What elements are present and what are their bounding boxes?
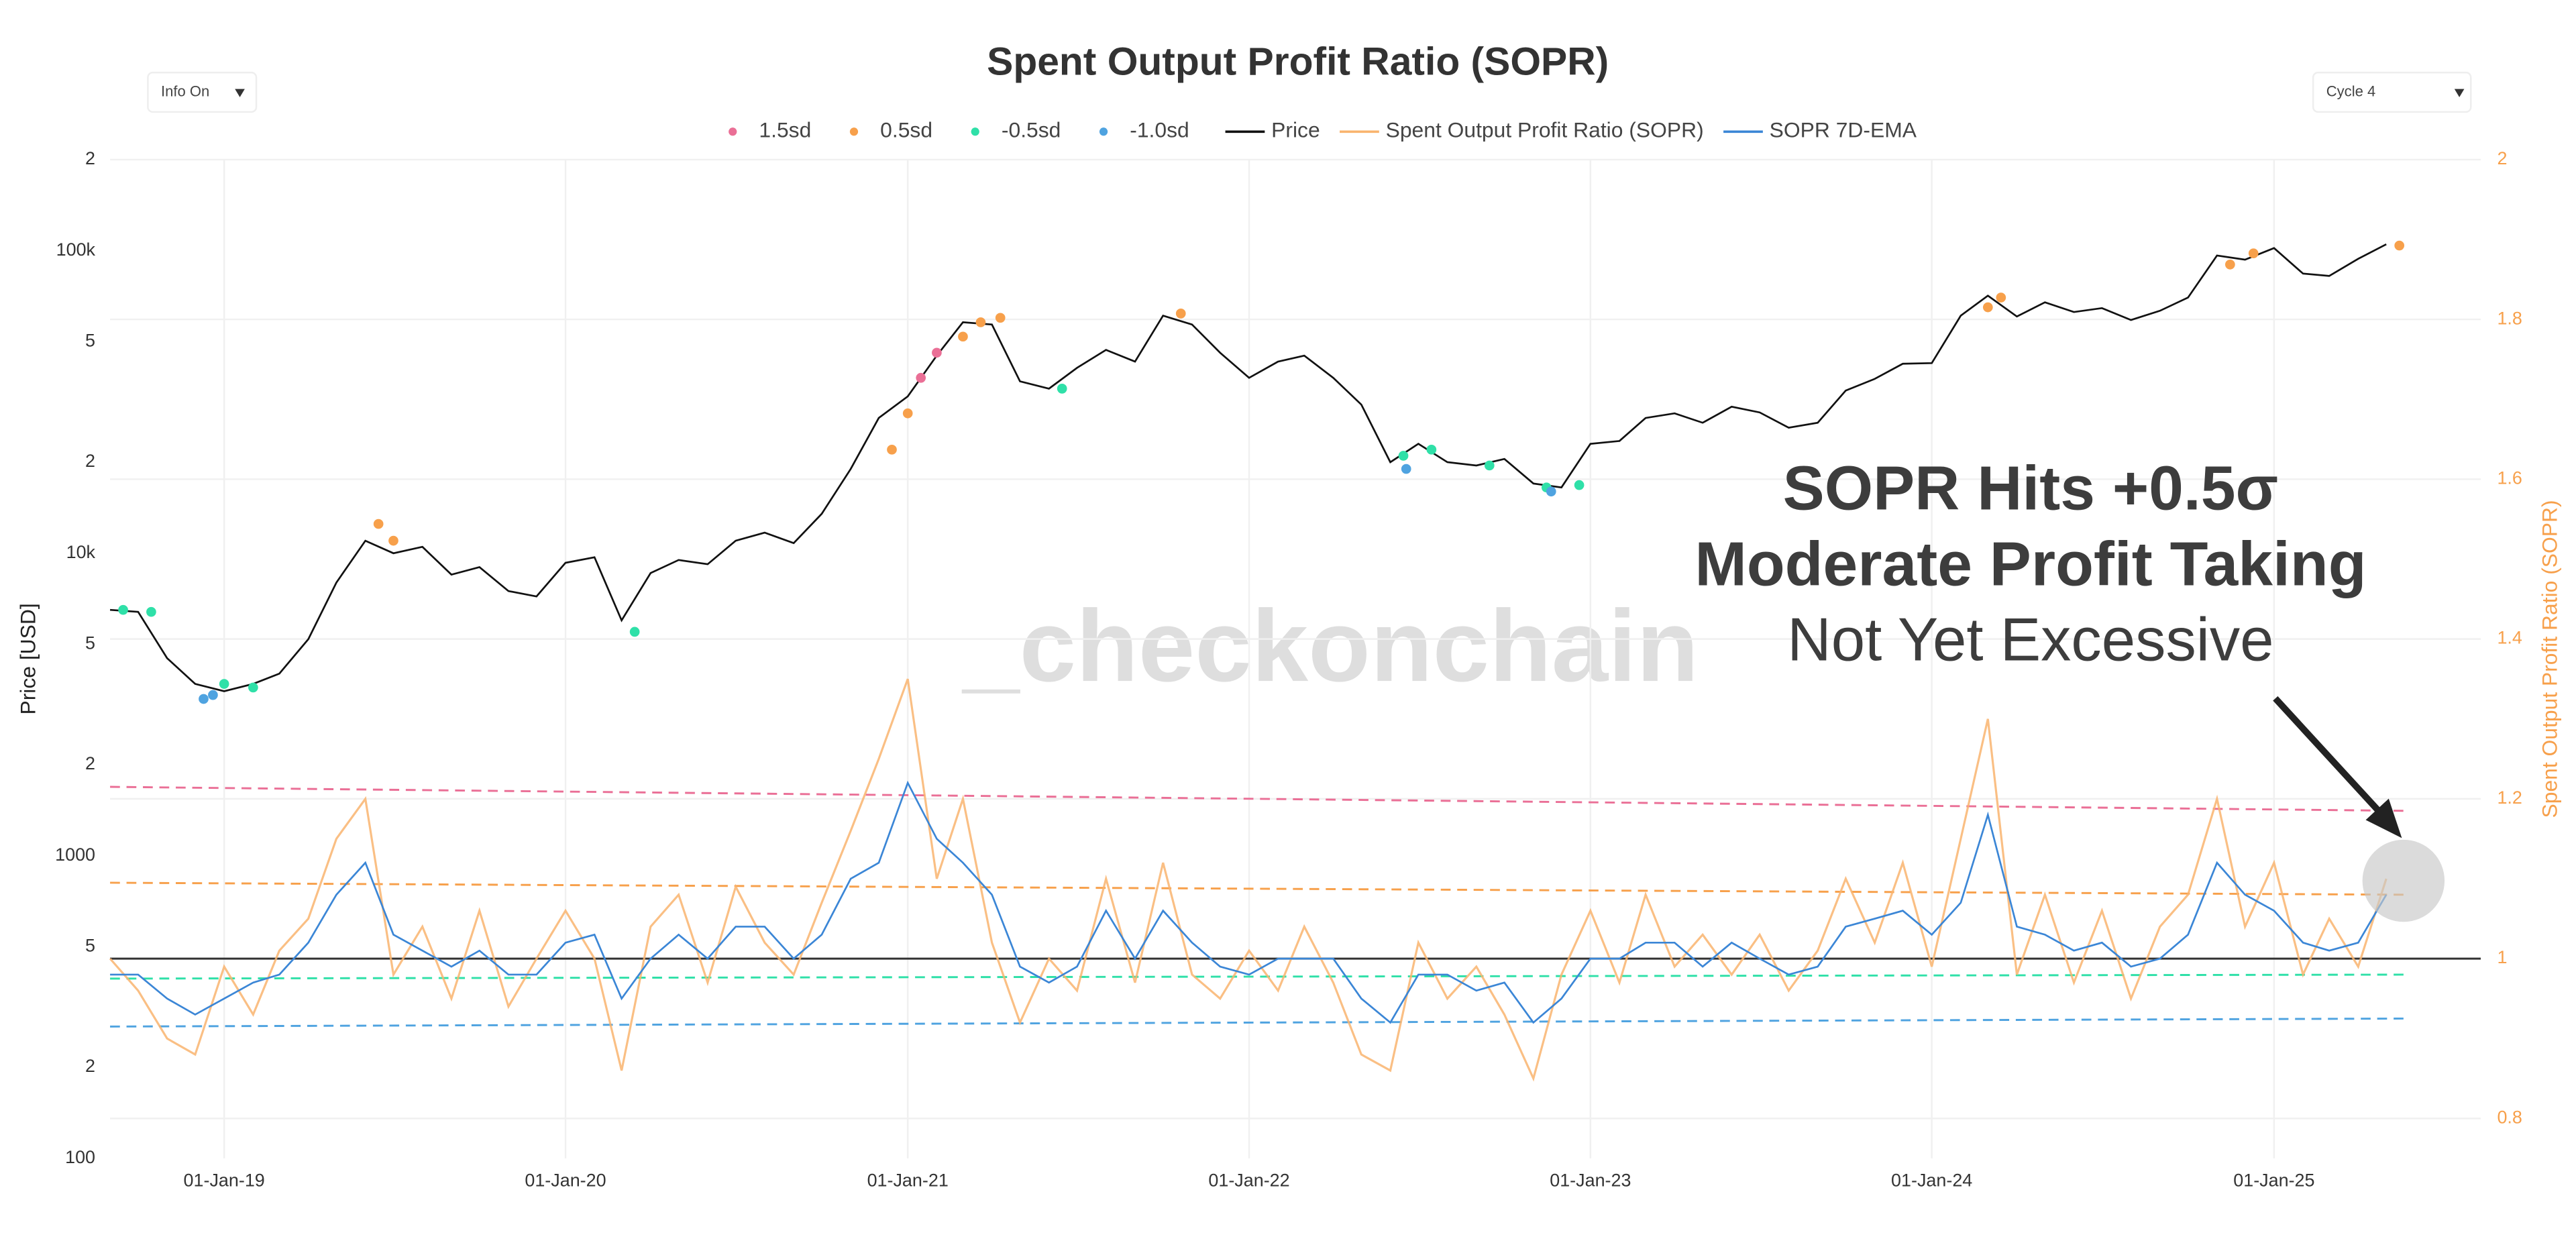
sd-dot (1484, 460, 1495, 471)
y-tick-label: 2 (85, 753, 95, 773)
sd-dot (1982, 302, 1993, 313)
y-tick-label: 1000 (55, 845, 95, 865)
y-tick-label: 100k (56, 239, 96, 260)
dropdown-arrow (2454, 89, 2465, 97)
y2-tick-label: 1.8 (2497, 308, 2522, 328)
y-tick-label: 2 (85, 451, 95, 471)
sd-band (110, 881, 2404, 896)
sd-dot (1426, 444, 1437, 455)
y-axis-title: Price [USD] (15, 603, 40, 714)
annotation: Moderate Profit Taking (1695, 529, 2366, 598)
x-tick-label: 01-Jan-21 (867, 1170, 949, 1190)
sd-band (110, 973, 2404, 980)
legend-label: -0.5sd (1002, 118, 1061, 142)
legend-marker (729, 127, 737, 136)
x-tick-label: 01-Jan-22 (1208, 1170, 1289, 1190)
chart-title: Spent Output Profit Ratio (SOPR) (987, 40, 1609, 83)
legend-label: 0.5sd (880, 118, 932, 142)
watermark: _checkonchain (961, 590, 1699, 703)
sd-dot (975, 317, 986, 327)
legend: 1.5sd 0.5sd -0.5sd -1.0sd Price Spent Output … (729, 118, 1917, 142)
sd-dot (995, 313, 1006, 323)
sd-dot (2394, 240, 2405, 251)
sd-dot (1401, 464, 1411, 474)
sd-dot (2225, 260, 2235, 270)
y-tick-label: 2 (85, 1056, 95, 1076)
sd-dot (248, 682, 258, 693)
arrow-head (2365, 798, 2402, 838)
annotation: SOPR Hits +0.5σ (1783, 453, 2279, 523)
sd-dot (1175, 309, 1186, 319)
x-tick-label: 01-Jan-23 (1550, 1170, 1631, 1190)
y-tick-label: 5 (85, 331, 95, 351)
legend-label: 1.5sd (759, 118, 811, 142)
sd-dot (146, 606, 156, 617)
legend-label: SOPR 7D-EMA (1770, 118, 1917, 142)
cycle-dropdown[interactable] (2312, 71, 2472, 113)
y-tick-label: 5 (85, 633, 95, 653)
y2-tick-label: 2 (2497, 148, 2507, 168)
legend-label: -1.0sd (1130, 118, 1189, 142)
sd-dot (902, 408, 913, 419)
legend-marker (1099, 127, 1108, 136)
sd-dot (208, 690, 218, 700)
sd-dot (1398, 451, 1409, 461)
info-dropdown[interactable] (147, 71, 258, 113)
sd-dot (887, 444, 897, 455)
sd-dot (916, 372, 926, 383)
y2-axis-title: Spent Output Profit Ratio (SOPR) (2538, 500, 2562, 818)
sd-dot (373, 519, 384, 529)
legend-marker (849, 127, 859, 136)
annotation-arrow (2273, 696, 2388, 821)
info-dropdown-label: Info On (161, 83, 209, 99)
series-line (110, 780, 2387, 1024)
sd-dot (1574, 480, 1585, 490)
sd-dot (1996, 292, 2006, 303)
dropdown-arrow (235, 89, 245, 97)
sd-band (110, 785, 2404, 812)
sd-dot (199, 694, 209, 704)
sd-dot (219, 679, 229, 689)
annotation: Not Yet Excessive (1787, 606, 2273, 673)
x-tick-label: 01-Jan-24 (1891, 1170, 1972, 1190)
y-tick-label: 100 (65, 1147, 95, 1167)
sd-dot (388, 535, 398, 546)
sd-dot (1057, 384, 1067, 394)
y-tick-label: 10k (66, 542, 96, 562)
y-tick-label: 5 (85, 936, 95, 956)
series-line (109, 243, 2387, 692)
x-tick-label: 01-Jan-25 (2233, 1170, 2314, 1190)
y2-tick-label: 1.2 (2497, 788, 2522, 808)
sd-dot (932, 347, 942, 358)
y2-tick-label: 1.4 (2497, 628, 2522, 648)
legend-label: Price (1271, 118, 1320, 142)
sd-dot (629, 627, 640, 637)
legend-label: Spent Output Profit Ratio (SOPR) (1386, 118, 1704, 142)
cycle-dropdown-label: Cycle 4 (2326, 83, 2375, 99)
series-line (109, 678, 2387, 1082)
y2-tick-label: 0.8 (2497, 1107, 2522, 1127)
highlight-circle (2362, 839, 2445, 922)
y2-tick-label: 1 (2497, 947, 2507, 967)
x-tick-label: 01-Jan-19 (184, 1170, 265, 1190)
x-tick-label: 01-Jan-20 (525, 1170, 606, 1190)
sd-dot (118, 604, 128, 615)
plot-area: 01-Jan-19 01-Jan-20 01-Jan-21 01-Jan-22 01-J… (55, 148, 2522, 1190)
sd-dot (1546, 486, 1556, 497)
sd-dot (958, 331, 968, 342)
legend-marker (971, 127, 979, 136)
sd-dot (2248, 248, 2259, 259)
sd-band (110, 1017, 2404, 1028)
y2-tick-label: 1.6 (2497, 468, 2522, 488)
y-tick-label: 2 (85, 148, 95, 168)
